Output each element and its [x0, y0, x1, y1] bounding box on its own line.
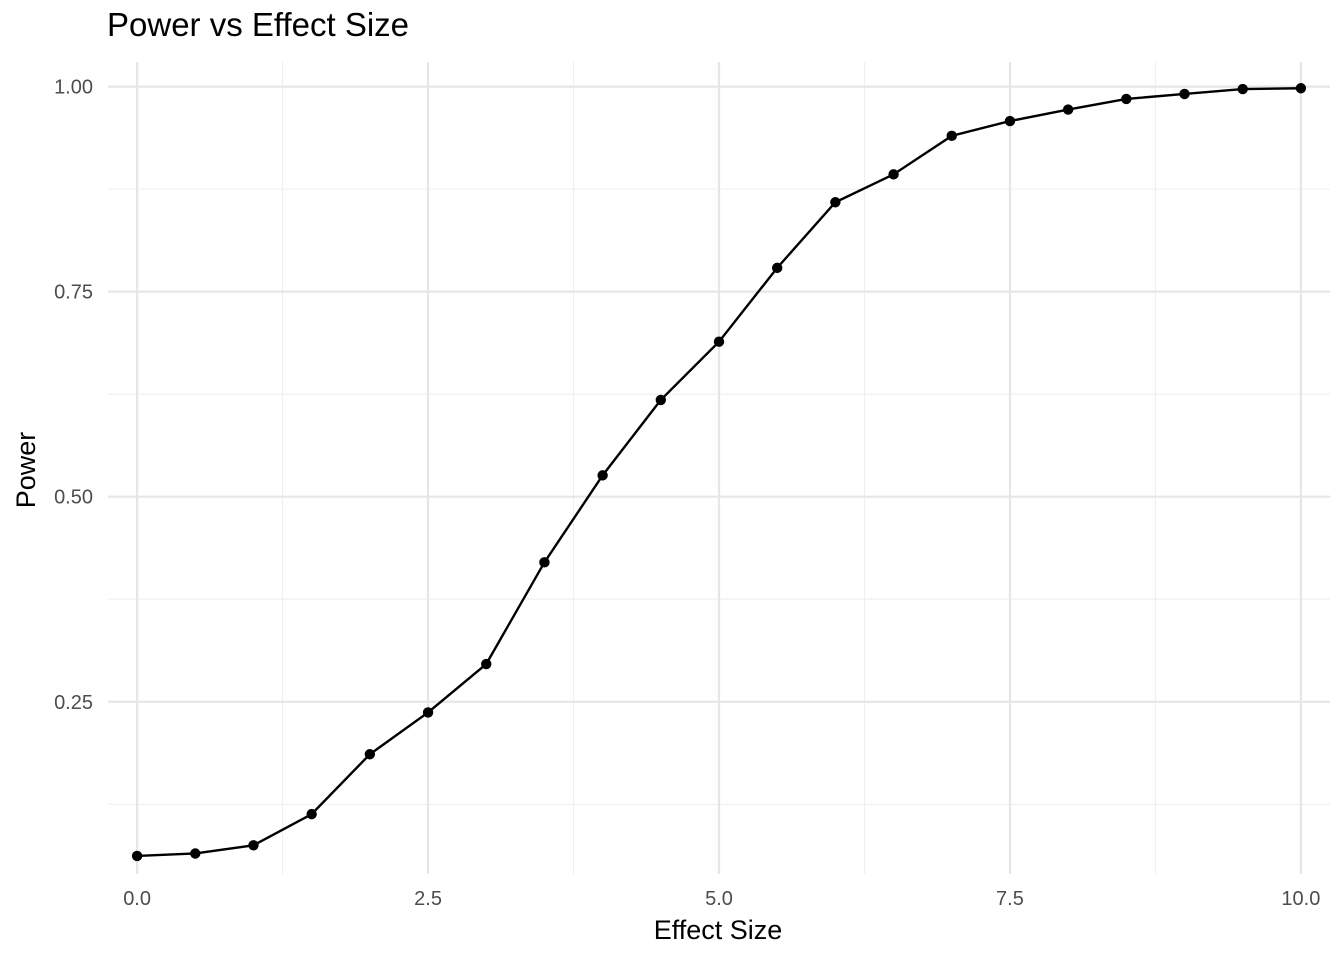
data-point	[1062, 104, 1074, 115]
data-point	[713, 336, 725, 347]
data-point	[1004, 115, 1016, 127]
y-tick-label: 0.75	[54, 282, 93, 304]
x-tick-label: 5.0	[705, 888, 733, 910]
data-point	[190, 848, 201, 859]
y-tick-label: 1.00	[54, 77, 93, 99]
y-axis-ticks: 0.25 0.50 0.75 1.00	[54, 77, 93, 714]
data-point	[1179, 88, 1190, 100]
data-point	[597, 470, 608, 481]
data-point	[830, 197, 841, 208]
data-point	[1295, 83, 1307, 94]
data-point	[131, 850, 143, 862]
data-point	[1121, 93, 1132, 105]
data-point	[481, 658, 492, 670]
x-axis-ticks: 0.0 2.5 5.0 7.5 10.0	[123, 888, 1320, 910]
data-point	[771, 262, 783, 274]
points-layer	[131, 83, 1307, 862]
data-point	[655, 394, 667, 406]
data-point	[248, 840, 259, 851]
data-point	[1237, 83, 1248, 95]
data-point	[422, 707, 434, 718]
x-axis-title: Effect Size	[654, 915, 783, 945]
x-tick-label: 10.0	[1281, 888, 1320, 910]
y-tick-label: 0.50	[54, 487, 93, 509]
data-point	[364, 749, 376, 760]
major-gridlines	[108, 62, 1330, 874]
data-point	[946, 130, 957, 142]
data-point	[888, 169, 899, 180]
x-tick-label: 7.5	[996, 888, 1024, 910]
y-axis-title: Power	[11, 432, 41, 509]
data-point	[539, 557, 550, 568]
chart-title: Power vs Effect Size	[107, 6, 410, 43]
x-tick-label: 2.5	[414, 888, 442, 910]
data-point	[306, 808, 317, 820]
y-tick-label: 0.25	[54, 692, 93, 714]
x-tick-label: 0.0	[123, 888, 151, 910]
